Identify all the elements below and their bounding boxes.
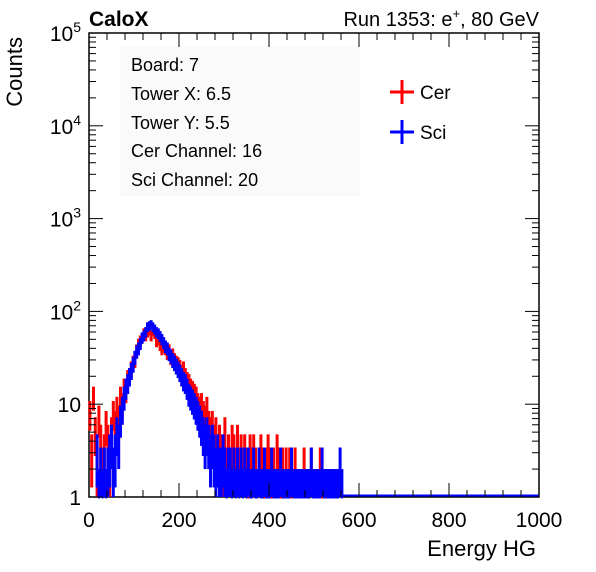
data-layer [88,320,539,499]
legend-marker-cer [390,80,414,104]
x-tick-label: 200 [161,509,196,532]
x-tick-label: 800 [431,509,466,532]
info-board: Board: 7 [131,55,199,75]
legend: Cer Sci [390,80,451,144]
y-tick-label: 102 [50,297,81,324]
y-tick-label: 104 [50,112,81,139]
x-tick-label: 0 [83,509,95,532]
legend-label-cer: Cer [420,83,451,104]
info-box: Board: 7 Tower X: 6.5 Tower Y: 5.5 Cer C… [120,46,360,196]
x-axis-label: Energy HG [427,536,536,561]
y-tick-label: 1 [69,487,81,510]
x-tick-label: 400 [251,509,286,532]
experiment-label: CaloX [89,8,149,31]
y-tick-label: 105 [50,19,81,46]
run-label: Run 1353: e+, 80 GeV [343,6,539,31]
y-tick-label: 103 [50,205,81,232]
x-tick-label: 600 [341,509,376,532]
legend-label-sci: Sci [420,123,446,144]
y-axis-label: Counts [2,37,27,107]
x-tick-label: 1000 [516,509,563,532]
series-sci [95,320,539,499]
info-cer-channel: Cer Channel: 16 [131,141,262,161]
y-tick-label: 10 [58,394,81,417]
info-tower-x: Tower X: 6.5 [131,84,231,104]
axes-layer: 0 200 400 600 800 1000 1 10 102 103 104 105 [50,19,563,532]
legend-marker-sci [390,120,414,144]
run-label-sup: + [452,6,460,21]
info-tower-y: Tower Y: 5.5 [131,113,230,133]
info-sci-channel: Sci Channel: 20 [131,170,258,190]
